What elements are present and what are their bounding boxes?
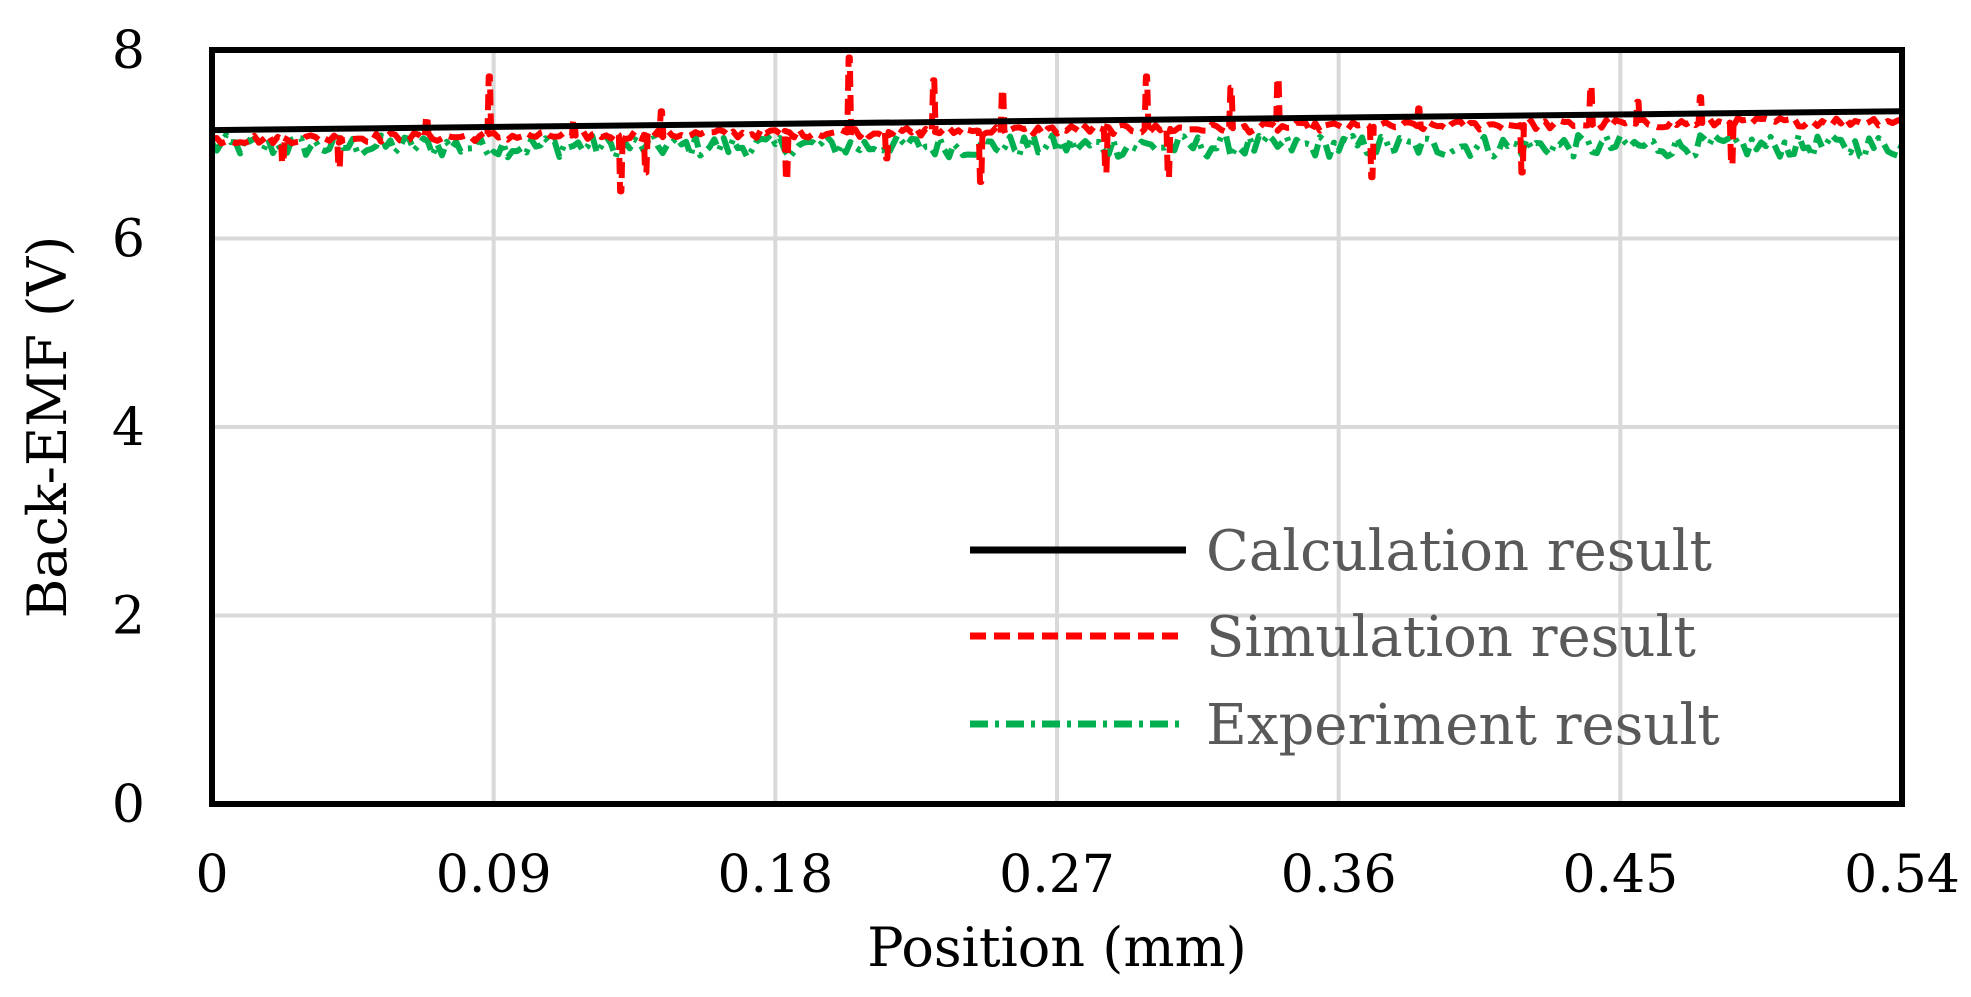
y-tick-label: 6	[112, 210, 145, 270]
x-tick-label: 0.45	[1562, 845, 1678, 905]
series-line-calculation-result	[211, 108, 1903, 134]
x-tick-label: 0.18	[717, 845, 833, 905]
legend-label: Calculation result	[1206, 519, 1712, 584]
plot-area-frame	[209, 47, 1905, 807]
x-tick-label: 0	[195, 845, 228, 905]
y-axis-title: Back-EMF (V)	[16, 236, 79, 619]
y-tick-label: 4	[112, 398, 145, 458]
y-tick-label: 8	[112, 21, 145, 81]
x-axis-title: Position (mm)	[867, 916, 1247, 979]
y-tick-label: 0	[112, 775, 145, 835]
x-tick-label: 0.27	[999, 845, 1115, 905]
x-tick-label: 0.54	[1844, 845, 1960, 905]
y-tick-label: 2	[112, 587, 145, 647]
grid-lines	[210, 48, 1904, 806]
legend: Calculation result Simulation result Exper…	[970, 519, 1720, 758]
series-layer	[209, 54, 1905, 195]
legend-label: Experiment result	[1206, 693, 1720, 758]
legend-label: Simulation result	[1206, 605, 1696, 670]
y-tick-labels: 0 2 4 6 8	[112, 21, 145, 835]
series-line-simulation-result	[211, 54, 1904, 195]
x-tick-labels: 0 0.09 0.18 0.27 0.36 0.45 0.54	[195, 845, 1959, 905]
x-tick-label: 0.36	[1281, 845, 1397, 905]
x-tick-label: 0.09	[436, 845, 552, 905]
series-line-experiment-result	[209, 131, 1905, 161]
